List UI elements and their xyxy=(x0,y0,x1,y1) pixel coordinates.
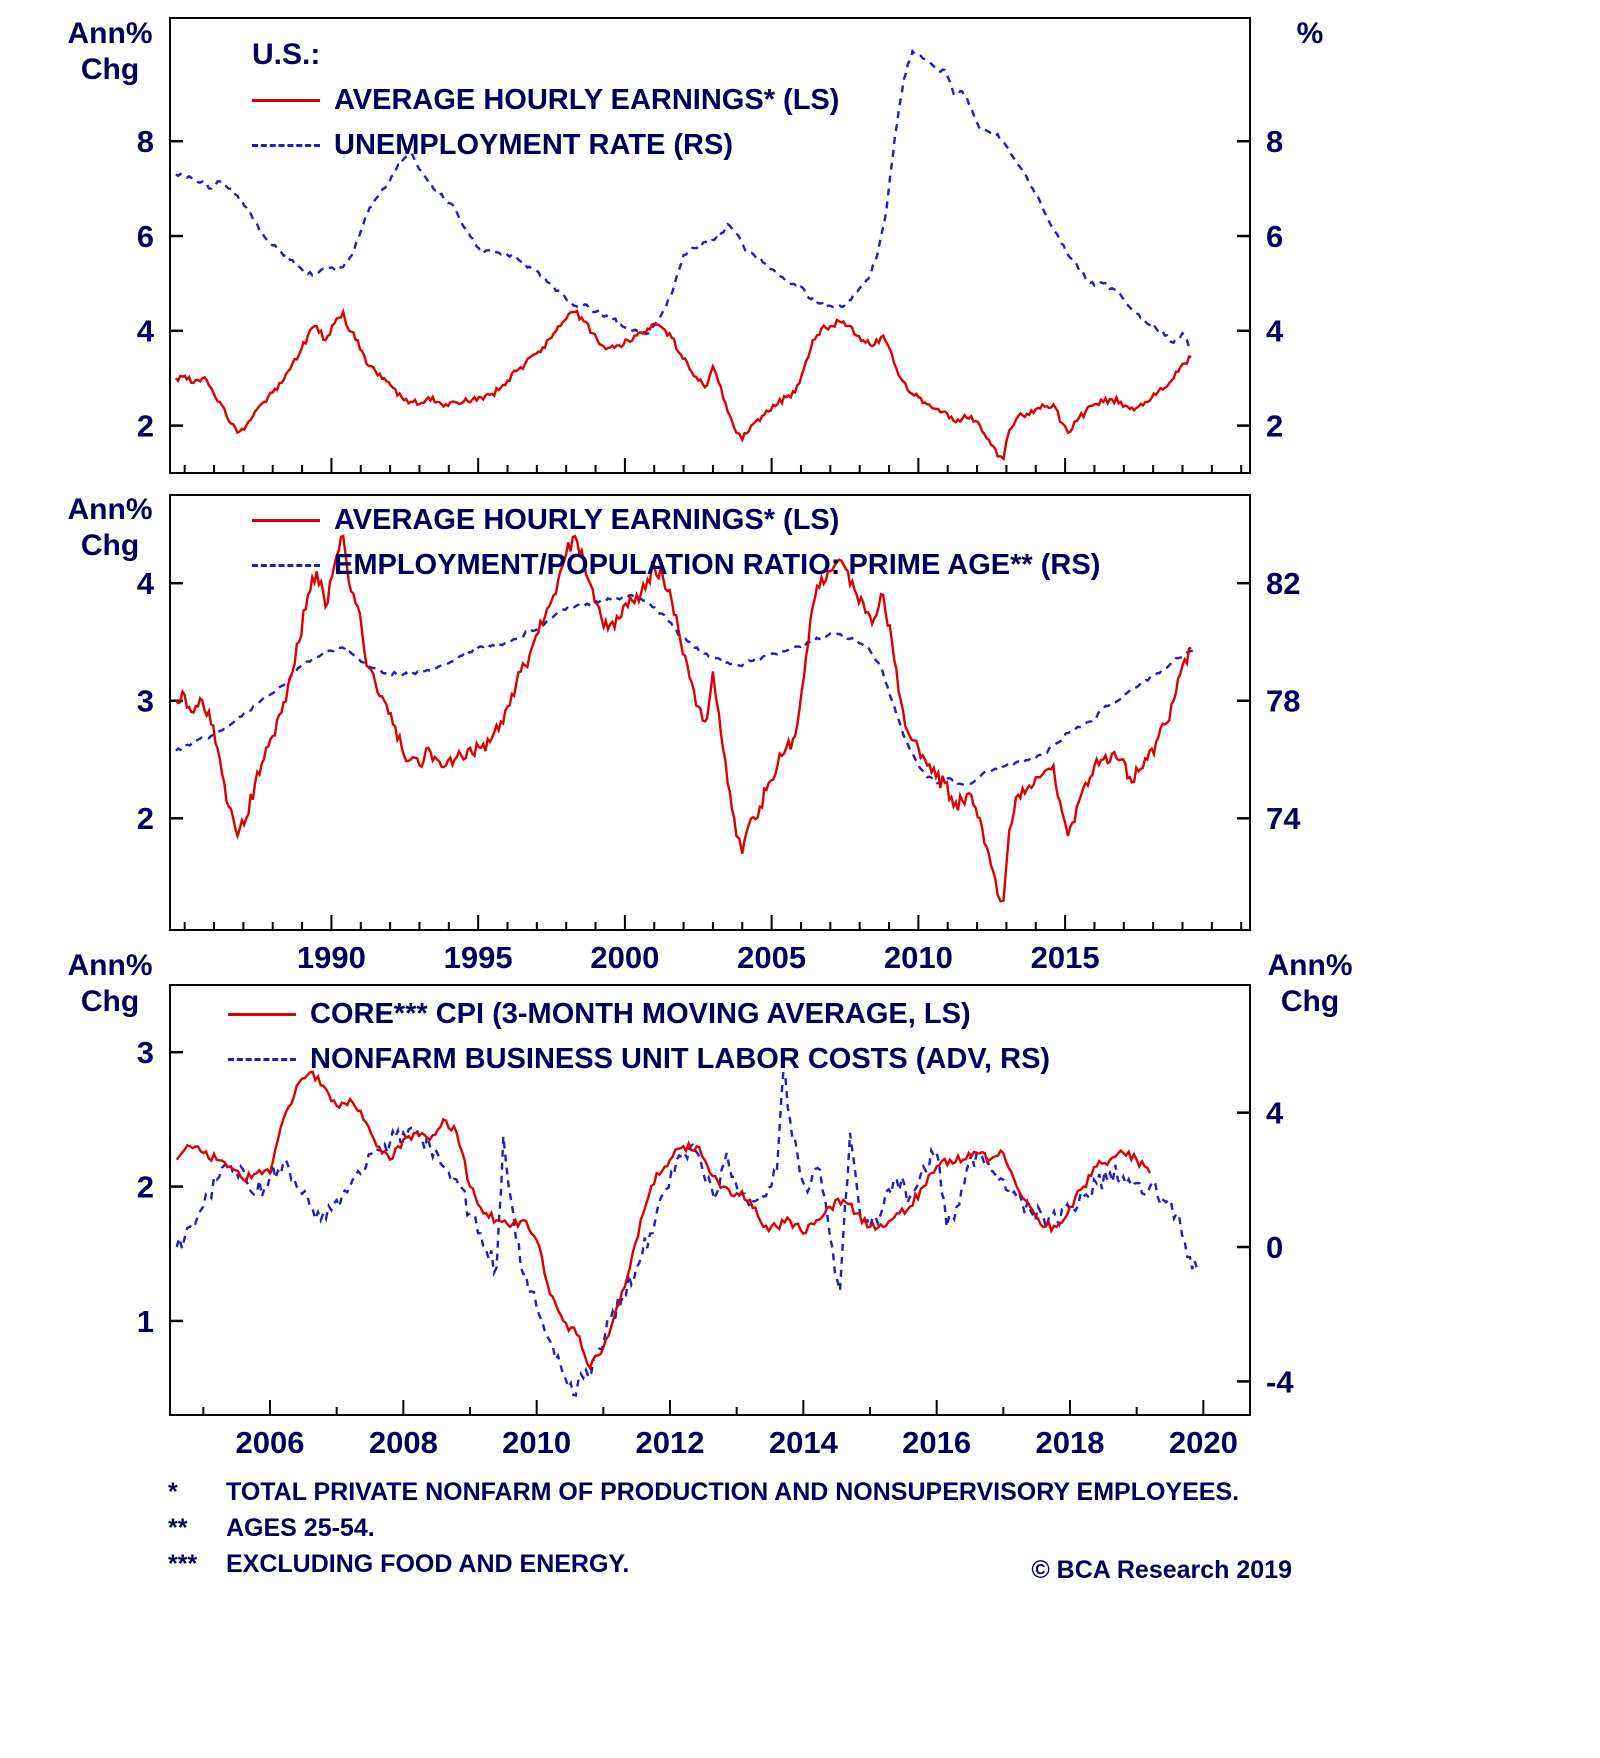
legend-item: EMPLOYMENT/POPULATION RATIO: PRIME AGE**… xyxy=(252,543,1100,588)
legend-item: NONFARM BUSINESS UNIT LABOR COSTS (ADV, … xyxy=(228,1037,1050,1082)
panel3-left-axis-label: Ann% Chg xyxy=(67,949,153,1018)
svg-text:2005: 2005 xyxy=(737,940,806,975)
panel1-legend-title: U.S.: xyxy=(252,38,321,71)
svg-text:2020: 2020 xyxy=(1169,1425,1238,1460)
svg-text:2016: 2016 xyxy=(902,1425,971,1460)
svg-text:1990: 1990 xyxy=(297,940,366,975)
svg-text:78: 78 xyxy=(1266,684,1300,719)
svg-text:2006: 2006 xyxy=(236,1425,305,1460)
panel2-legend: AVERAGE HOURLY EARNINGS* (LS) EMPLOYMENT… xyxy=(252,498,1100,588)
footnote-marker: *** xyxy=(168,1550,198,1578)
svg-text:74: 74 xyxy=(1266,801,1301,836)
panel1-right-axis-label: % xyxy=(1296,17,1324,50)
svg-text:2: 2 xyxy=(1266,408,1283,443)
footnote-text: TOTAL PRIVATE NONFARM OF PRODUCTION AND … xyxy=(226,1478,1240,1506)
panel1-left-axis-label: Ann% Chg xyxy=(67,17,153,86)
svg-text:4: 4 xyxy=(1266,314,1284,349)
svg-text:3: 3 xyxy=(137,1035,154,1070)
svg-text:2: 2 xyxy=(137,1169,154,1204)
blue-dashed-line-sample xyxy=(252,564,320,567)
legend-label-epop: EMPLOYMENT/POPULATION RATIO: PRIME AGE**… xyxy=(334,549,1101,581)
svg-text:2: 2 xyxy=(137,801,154,836)
svg-text:1: 1 xyxy=(137,1304,154,1339)
legend-label-cpi: CORE*** CPI (3-MONTH MOVING AVERAGE, LS) xyxy=(310,998,971,1030)
footnote-line: *** EXCLUDING FOOD AND ENERGY. xyxy=(168,1546,1239,1582)
legend-label-ahe: AVERAGE HOURLY EARNINGS* (LS) xyxy=(334,84,840,116)
svg-text:2015: 2015 xyxy=(1031,940,1100,975)
copyright: © BCA Research 2019 xyxy=(1031,1556,1292,1584)
svg-text:8: 8 xyxy=(1266,124,1283,159)
panel2-left-axis-label: Ann% Chg xyxy=(67,493,153,562)
footnote-marker: * xyxy=(168,1478,178,1506)
svg-text:2018: 2018 xyxy=(1036,1425,1105,1460)
svg-text:0: 0 xyxy=(1266,1230,1283,1265)
footnote-text: AGES 25-54. xyxy=(226,1514,375,1542)
legend-label-unemployment: UNEMPLOYMENT RATE (RS) xyxy=(334,129,734,161)
footnote-text: EXCLUDING FOOD AND ENERGY. xyxy=(226,1550,630,1578)
svg-text:4: 4 xyxy=(1266,1096,1284,1131)
svg-text:3: 3 xyxy=(137,684,154,719)
svg-text:1995: 1995 xyxy=(444,940,513,975)
legend-label-ulc: NONFARM BUSINESS UNIT LABOR COSTS (ADV, … xyxy=(310,1043,1051,1075)
red-line-sample xyxy=(228,1013,296,1016)
svg-text:2: 2 xyxy=(137,408,154,443)
svg-text:2014: 2014 xyxy=(769,1425,839,1460)
red-line-sample xyxy=(252,99,320,102)
svg-text:2010: 2010 xyxy=(502,1425,571,1460)
svg-text:2012: 2012 xyxy=(636,1425,705,1460)
svg-text:8: 8 xyxy=(137,124,154,159)
svg-text:4: 4 xyxy=(137,566,155,601)
blue-dashed-line-sample xyxy=(228,1058,296,1061)
svg-text:6: 6 xyxy=(1266,219,1283,254)
footnote-marker: ** xyxy=(168,1514,188,1542)
svg-text:2000: 2000 xyxy=(590,940,659,975)
panel3-legend: CORE*** CPI (3-MONTH MOVING AVERAGE, LS)… xyxy=(228,992,1050,1082)
svg-text:2008: 2008 xyxy=(369,1425,438,1460)
legend-item: AVERAGE HOURLY EARNINGS* (LS) xyxy=(252,498,1100,543)
footnote-line: * TOTAL PRIVATE NONFARM OF PRODUCTION AN… xyxy=(168,1474,1239,1510)
footnotes: * TOTAL PRIVATE NONFARM OF PRODUCTION AN… xyxy=(168,1474,1239,1582)
legend-item: UNEMPLOYMENT RATE (RS) xyxy=(252,123,839,168)
panel1-legend: U.S.: AVERAGE HOURLY EARNINGS* (LS) UNEM… xyxy=(252,32,839,168)
svg-text:6: 6 xyxy=(137,219,154,254)
red-line-sample xyxy=(252,519,320,522)
legend-label-ahe2: AVERAGE HOURLY EARNINGS* (LS) xyxy=(334,504,840,536)
blue-dashed-line-sample xyxy=(252,144,320,147)
footnote-line: ** AGES 25-54. xyxy=(168,1510,1239,1546)
svg-text:4: 4 xyxy=(137,314,155,349)
panel3-right-axis-label: Ann% Chg xyxy=(1267,949,1353,1018)
svg-text:-4: -4 xyxy=(1266,1364,1294,1399)
legend-item: AVERAGE HOURLY EARNINGS* (LS) xyxy=(252,78,839,123)
svg-text:82: 82 xyxy=(1266,566,1300,601)
legend-item: CORE*** CPI (3-MONTH MOVING AVERAGE, LS) xyxy=(228,992,1050,1037)
svg-text:2010: 2010 xyxy=(884,940,953,975)
